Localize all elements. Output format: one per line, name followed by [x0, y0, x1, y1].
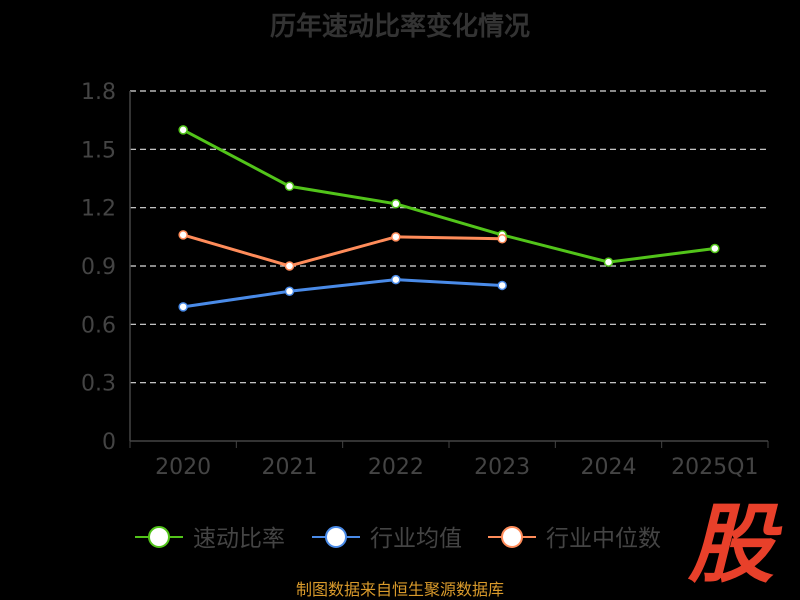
source-note: 制图数据来自恒生聚源数据库 — [295, 580, 504, 599]
legend-label: 行业中位数 — [546, 526, 661, 552]
data-point — [178, 230, 188, 240]
x-tick-label: 2021 — [262, 455, 318, 480]
data-point — [284, 181, 295, 192]
series-line — [182, 278, 503, 309]
series-line — [182, 233, 503, 268]
y-tick-label: 1.8 — [81, 80, 116, 105]
y-tick-label: 0.6 — [81, 313, 116, 338]
data-point — [497, 234, 507, 244]
data-point — [603, 257, 614, 267]
y-tick-label: 1.5 — [81, 138, 116, 163]
y-tick-label: 0.3 — [81, 372, 116, 397]
data-point — [391, 199, 401, 209]
legend-label: 速动比率 — [193, 526, 285, 552]
y-tick-label: 0 — [102, 430, 116, 455]
series-line — [182, 128, 716, 264]
x-tick-label: 2020 — [155, 455, 211, 480]
data-point — [284, 286, 295, 297]
legend-marker — [148, 526, 170, 548]
y-tick-label: 1.2 — [81, 197, 116, 222]
legend-label: 行业均值 — [370, 526, 462, 552]
x-tick-label: 2023 — [474, 455, 530, 480]
x-tick-label: 2025Q1 — [671, 455, 758, 480]
x-tick-label: 2024 — [581, 455, 637, 480]
legend-marker — [325, 526, 347, 548]
data-point — [497, 280, 507, 291]
logo: 股 — [688, 495, 774, 595]
data-point — [178, 125, 188, 135]
data-point — [284, 261, 295, 271]
legend-marker — [501, 526, 523, 548]
data-point — [391, 232, 401, 242]
y-tick-label: 0.9 — [81, 255, 116, 280]
chart-title: 历年速动比率变化情况 — [269, 12, 530, 42]
data-point — [391, 274, 401, 285]
data-point — [178, 302, 188, 312]
data-point — [710, 243, 720, 254]
x-tick-label: 2022 — [368, 455, 424, 480]
